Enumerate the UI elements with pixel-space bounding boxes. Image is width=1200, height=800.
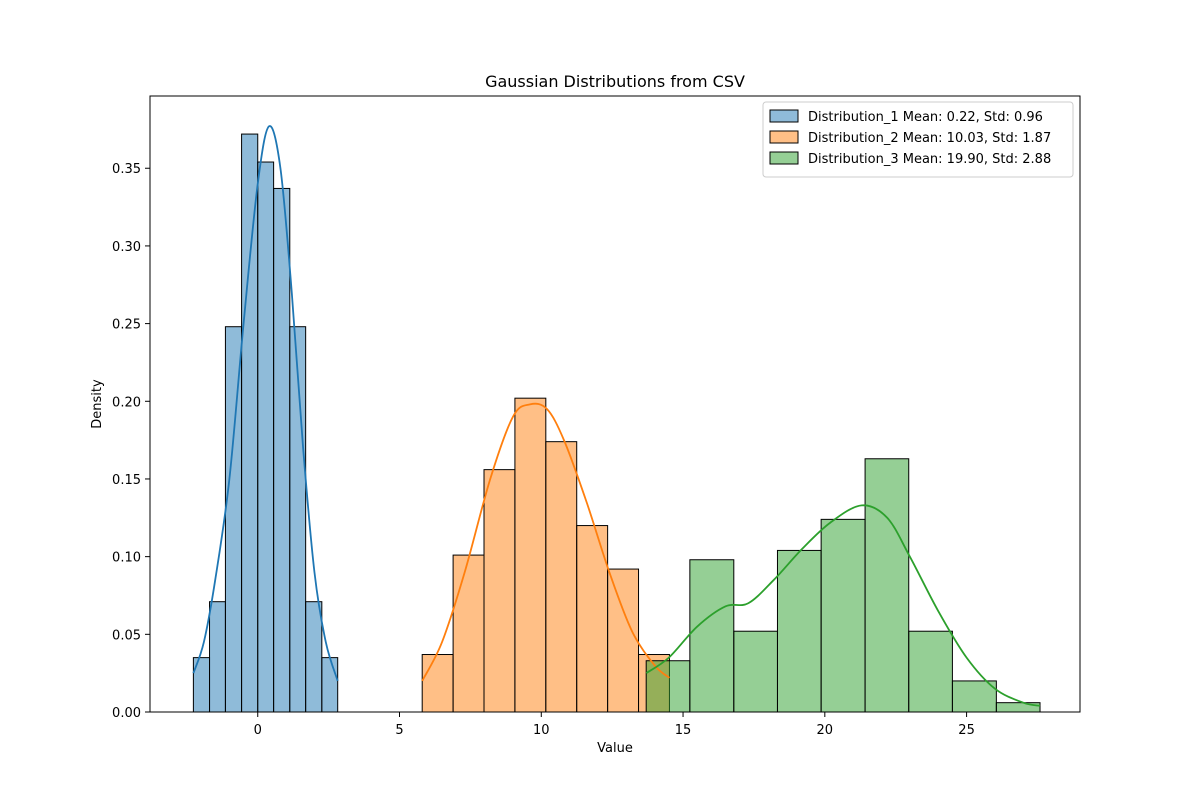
histogram-bar	[733, 630, 778, 713]
y-tick-label: 0.00	[112, 706, 141, 721]
legend-label: Distribution_3 Mean: 19.90, Std: 2.88	[808, 152, 1051, 167]
histogram-bar	[545, 441, 578, 713]
x-tick-label: 10	[533, 723, 550, 738]
histogram-bar	[908, 630, 953, 713]
series-2-kde-line	[421, 402, 671, 682]
y-tick-label: 0.20	[112, 395, 141, 410]
y-tick-label: 0.15	[112, 473, 141, 488]
legend-swatch	[769, 130, 799, 144]
histogram-bar	[209, 601, 226, 713]
plot-frame	[149, 95, 1081, 713]
series-2-bars	[421, 397, 670, 713]
series-1-kde-line	[192, 125, 339, 682]
x-tick-label: 5	[395, 723, 403, 738]
histogram-bar	[483, 469, 516, 713]
legend-swatch	[769, 109, 799, 123]
x-tick-label: 25	[958, 723, 975, 738]
legend-label: Distribution_2 Mean: 10.03, Std: 1.87	[808, 131, 1051, 146]
x-tick-label: 15	[675, 723, 692, 738]
series-3-bars	[645, 458, 1041, 713]
histogram-bar	[864, 458, 910, 713]
y-tick-label: 0.35	[112, 162, 141, 177]
x-tick-label: 0	[254, 723, 262, 738]
x-axis-ticks: 0 5 10 15 20 25	[254, 712, 975, 738]
histogram-bar	[776, 549, 822, 713]
x-tick-label: 20	[817, 723, 834, 738]
histogram-bar	[452, 554, 485, 713]
histogram-bar	[951, 680, 997, 713]
series-1-bars	[192, 133, 339, 713]
histogram-bar	[241, 133, 259, 713]
y-axis-label: Density	[90, 379, 105, 429]
y-axis-ticks: 0.00 0.05 0.10 0.15 0.20 0.25 0.30 0.35	[112, 162, 150, 721]
y-tick-label: 0.10	[112, 551, 141, 566]
legend: Distribution_1 Mean: 0.22, Std: 0.96 Dist…	[762, 101, 1074, 178]
series-3-kde-line	[645, 504, 1041, 707]
histogram-bar	[820, 518, 866, 713]
legend-label: Distribution_1 Mean: 0.22, Std: 0.96	[808, 110, 1043, 125]
histogram-bar	[224, 326, 243, 713]
y-tick-label: 0.30	[112, 240, 141, 255]
x-axis-label: Value	[597, 741, 633, 756]
chart-title: Gaussian Distributions from CSV	[485, 72, 745, 91]
y-tick-label: 0.05	[112, 628, 141, 643]
legend-swatch	[769, 151, 799, 165]
histogram-bar	[689, 559, 735, 713]
histogram-bar	[321, 657, 339, 713]
histogram-bar	[514, 397, 547, 713]
histogram-bar	[421, 654, 454, 713]
legend-box	[762, 101, 1074, 178]
y-tick-label: 0.25	[112, 318, 141, 333]
histogram-bar	[305, 601, 323, 713]
plot-content	[192, 125, 1041, 713]
histogram-bar	[257, 161, 275, 713]
histogram-bar	[607, 568, 640, 713]
histogram-bar	[995, 702, 1041, 713]
histogram-bar	[273, 187, 291, 713]
